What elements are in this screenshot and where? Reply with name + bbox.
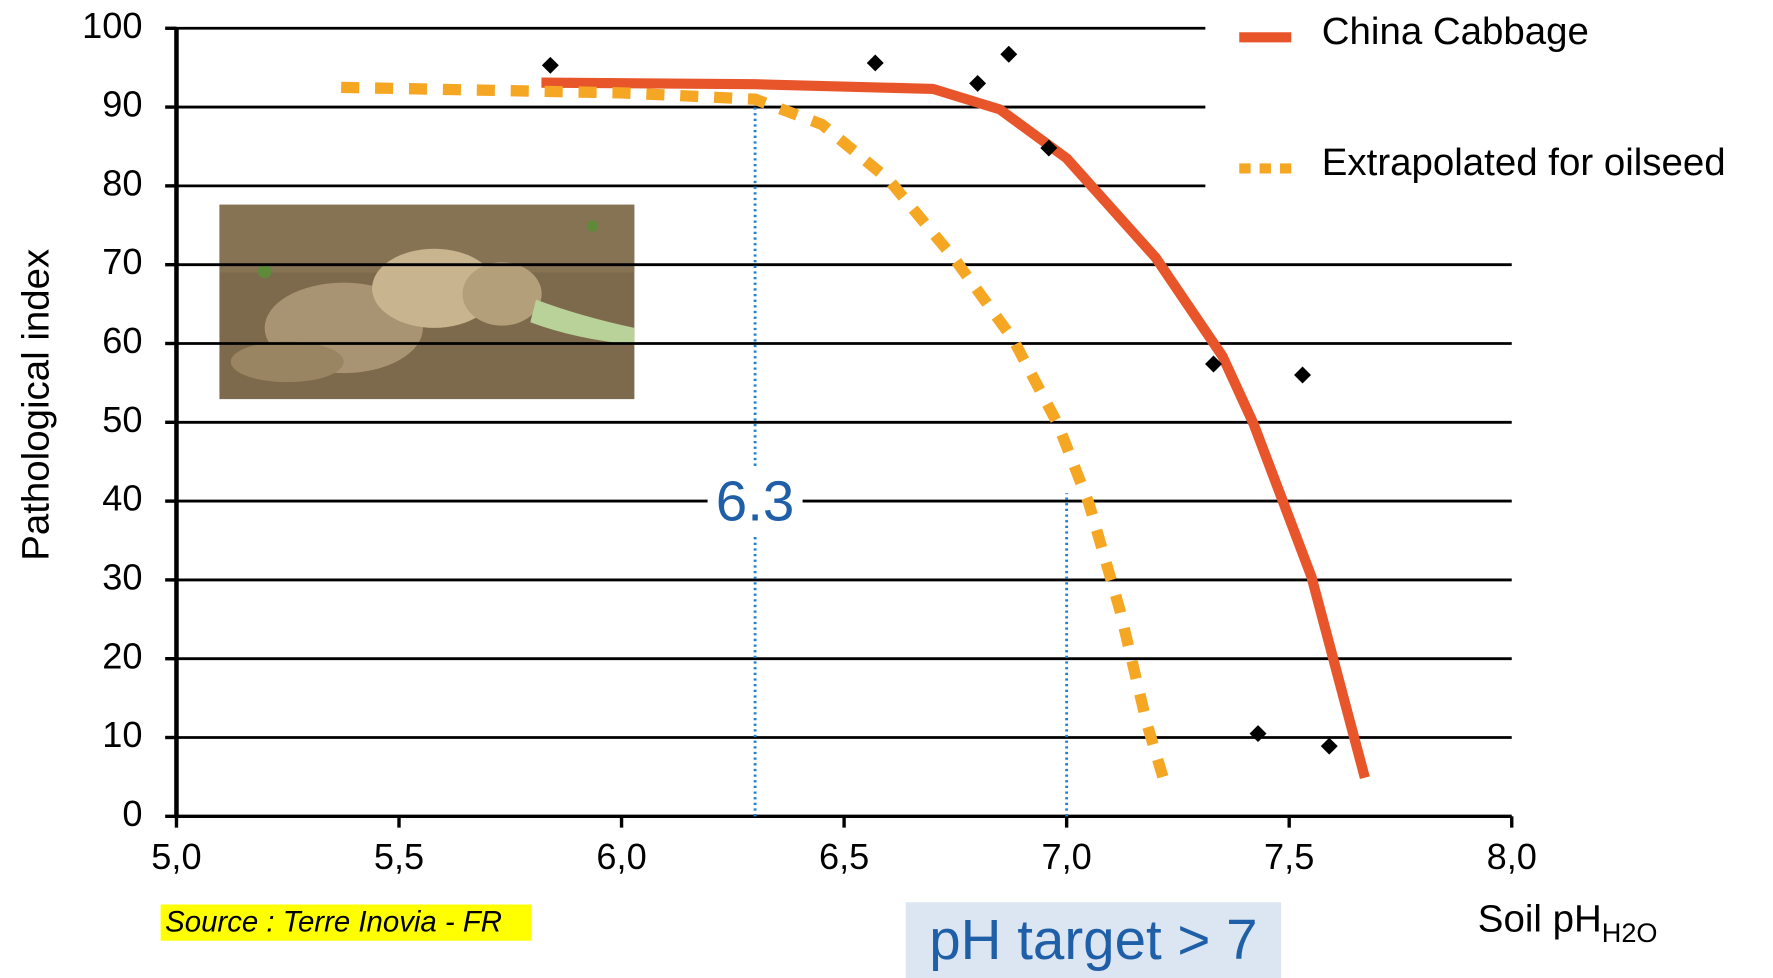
target-box — [905, 902, 1282, 978]
scatter-point — [1320, 737, 1338, 755]
scatter-point — [1294, 366, 1312, 384]
y-tick-label: 100 — [82, 5, 142, 46]
target-note: pH target > 7 — [929, 908, 1257, 971]
y-tick-label: 30 — [102, 556, 142, 597]
scatter-point — [541, 56, 559, 74]
y-tick-label: 70 — [102, 241, 142, 282]
x-axis-label-main: Soil pH — [1478, 898, 1602, 941]
x-tick-label: 8,0 — [1487, 836, 1537, 877]
photo — [219, 204, 635, 400]
y-tick-label: 40 — [102, 478, 142, 519]
scatter-point — [969, 74, 987, 92]
series-line — [541, 77, 1370, 780]
reference-label: 6.3 — [716, 470, 795, 533]
source: Source : Terre Inovia - FR — [165, 905, 502, 938]
x-tick-label: 6,0 — [596, 836, 646, 877]
y-tick-label: 80 — [102, 162, 142, 203]
scatter-point — [1205, 355, 1223, 373]
x-tick-label: 5,0 — [151, 836, 201, 877]
x-axis-label-sub: H2O — [1602, 917, 1658, 948]
scatter-point — [1249, 725, 1267, 743]
legend-label: Extrapolated for oilseed — [1322, 141, 1726, 184]
reference-label-bg — [707, 467, 803, 536]
series-line — [341, 81, 1170, 785]
source-highlight — [160, 904, 532, 941]
y-tick-label: 20 — [102, 635, 142, 676]
x-axis-label: Soil pHH2O — [1478, 898, 1658, 949]
y-tick-label: 60 — [102, 320, 142, 361]
scatter-point — [1000, 45, 1018, 63]
y-axis-label: Pathological index — [15, 249, 58, 561]
scatter-point — [866, 54, 884, 72]
y-tick-label: 50 — [102, 399, 142, 440]
x-tick-label: 6,5 — [819, 836, 869, 877]
y-tick-label: 90 — [102, 84, 142, 125]
y-tick-label: 0 — [122, 793, 142, 834]
y-tick-label: 10 — [102, 714, 142, 755]
x-tick-label: 5,5 — [374, 836, 424, 877]
x-tick-label: 7,5 — [1264, 836, 1314, 877]
legend-label: China Cabbage — [1322, 10, 1589, 53]
x-tick-label: 7,0 — [1041, 836, 1091, 877]
